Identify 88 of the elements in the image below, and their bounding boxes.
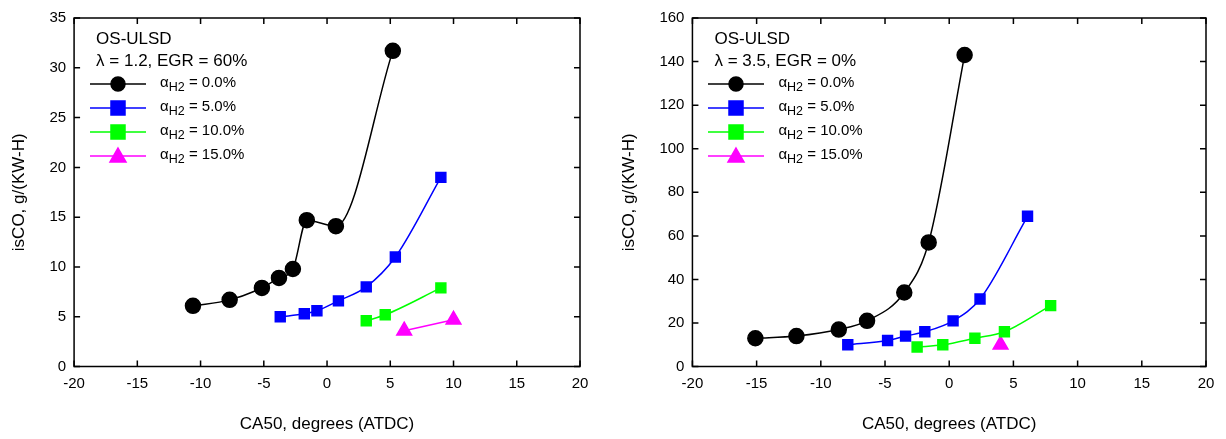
point	[911, 341, 923, 353]
x-tick-label: 10	[1069, 373, 1086, 391]
y-axis-title: isCO, g/(KW-H)	[8, 133, 28, 252]
y-tick-label: 10	[49, 257, 67, 275]
y-tick-label: 160	[659, 8, 685, 26]
x-tick-label: 15	[508, 373, 526, 391]
x-tick-label: -10	[809, 373, 832, 391]
x-tick-label: 0	[322, 373, 332, 391]
point	[896, 284, 913, 301]
point	[1021, 210, 1034, 222]
x-tick-label: 0	[945, 373, 954, 391]
point	[998, 326, 1011, 338]
legend-label: α$_{H2}$ = 0.0%	[778, 71, 855, 96]
point	[253, 279, 271, 297]
point	[360, 315, 372, 327]
point	[298, 308, 310, 320]
y-tick-label: 35	[49, 8, 67, 26]
x-tick-label: -10	[189, 373, 212, 391]
point	[947, 315, 959, 327]
y-tick-label: 60	[667, 226, 685, 244]
point	[435, 171, 447, 184]
y-tick-label: 15	[49, 207, 67, 225]
text: OS-ULSD	[96, 28, 173, 50]
point	[899, 330, 912, 342]
x-axis-title: CA50, degrees (ATDC)	[861, 414, 1037, 434]
x-tick-label: 20	[1197, 373, 1215, 391]
legend-label: α$_{H2}$ = 5.0%	[778, 95, 855, 120]
y-tick-label: 0	[57, 356, 67, 374]
point	[284, 260, 302, 278]
x-tick-label: -5	[257, 373, 271, 391]
y-tick-label: 0	[676, 356, 685, 374]
point	[274, 311, 286, 323]
point	[747, 330, 764, 347]
x-tick-label: -20	[63, 373, 85, 391]
x-tick-label: -5	[878, 373, 892, 391]
x-tick-label: 5	[386, 373, 395, 391]
text: OS-ULSD	[714, 28, 791, 50]
x-tick-label: 5	[1009, 373, 1018, 391]
point	[221, 291, 238, 309]
legend-label: α$_{H2}$ = 0.0%	[160, 71, 237, 96]
point	[937, 339, 949, 351]
point	[327, 217, 345, 235]
y-axis-title: isCO, g/(KW-H)	[618, 133, 638, 252]
point	[858, 312, 876, 330]
point	[969, 332, 981, 344]
y-tick-label: 140	[659, 51, 685, 69]
point	[435, 282, 447, 294]
y-tick-label: 100	[659, 138, 685, 156]
point	[974, 293, 986, 305]
point	[184, 297, 202, 315]
legend-label: α$_{H2}$ = 10.0%	[160, 119, 245, 144]
point	[379, 309, 391, 321]
y-tick-label: 120	[659, 95, 685, 113]
y-tick-label: 20	[49, 157, 67, 175]
point	[389, 251, 402, 263]
point	[830, 321, 848, 338]
x-tick-label: -20	[681, 373, 704, 391]
text: λ = 1.2, EGR = 60%	[96, 50, 248, 72]
x-tick-label: 20	[571, 373, 589, 391]
point	[842, 339, 854, 351]
point	[919, 326, 931, 338]
legend-label: α$_{H2}$ = 15.0%	[160, 143, 245, 168]
legend-label: α$_{H2}$ = 5.0%	[160, 95, 237, 120]
x-tick-label: 10	[445, 373, 462, 391]
y-tick-label: 40	[667, 269, 685, 287]
point	[881, 334, 894, 347]
x-axis-title: CA50, degrees (ATDC)	[239, 414, 415, 434]
point	[920, 234, 937, 251]
text: λ = 3.5, EGR = 0%	[714, 50, 858, 72]
point	[1044, 299, 1057, 312]
point	[956, 46, 973, 64]
x-tick-label: 15	[1133, 373, 1151, 391]
point	[788, 327, 805, 345]
point	[360, 281, 372, 293]
point	[311, 305, 323, 317]
y-tick-label: 25	[49, 107, 67, 125]
point	[298, 211, 316, 229]
x-tick-label: -15	[126, 373, 149, 391]
point	[384, 42, 402, 60]
point	[270, 269, 288, 287]
legend-label: α$_{H2}$ = 15.0%	[778, 143, 863, 168]
x-tick-label: -15	[745, 373, 768, 391]
point	[332, 295, 345, 307]
y-tick-label: 30	[49, 57, 67, 75]
y-tick-label: 5	[57, 306, 67, 324]
legend-label: α$_{H2}$ = 10.0%	[778, 119, 863, 144]
y-tick-label: 80	[667, 182, 685, 200]
y-tick-label: 20	[667, 313, 685, 331]
